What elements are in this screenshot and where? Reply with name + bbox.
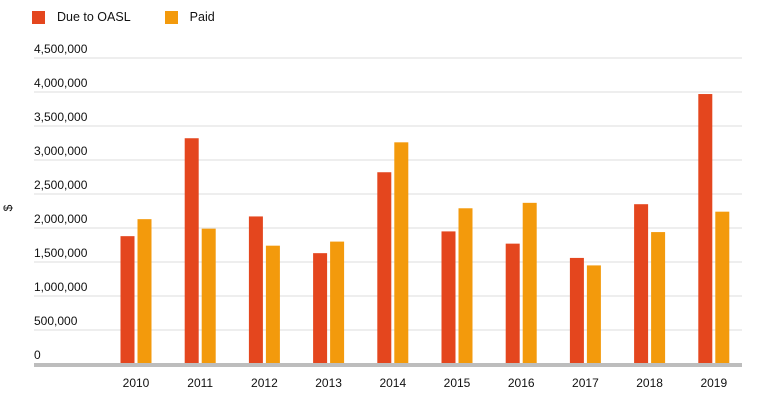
- y-tick-label: 3,500,000: [34, 110, 88, 124]
- bar-paid-2011: [201, 228, 216, 364]
- y-tick-label: 3,000,000: [34, 144, 88, 158]
- x-tick-label: 2011: [187, 376, 213, 390]
- bar-due-to-oasl-2011: [184, 138, 199, 364]
- bar-paid-2013: [330, 241, 345, 364]
- legend-label-due-to-oasl: Due to OASL: [57, 10, 131, 24]
- bar-due-to-oasl-2015: [441, 231, 456, 364]
- y-tick-label: 2,500,000: [34, 178, 88, 192]
- bar-due-to-oasl-2016: [505, 243, 520, 364]
- bar-due-to-oasl-2018: [634, 204, 649, 364]
- y-axis-title: $: [1, 204, 15, 211]
- legend-swatch-paid: [164, 10, 178, 24]
- legend-item-due-to-oasl: Due to OASL: [32, 10, 131, 24]
- x-tick-label: 2014: [379, 376, 406, 390]
- bar-due-to-oasl-2012: [248, 216, 263, 364]
- x-tick-label: 2016: [508, 376, 535, 390]
- bar-paid-2010: [137, 219, 152, 364]
- bar-due-to-oasl-2017: [569, 257, 584, 364]
- y-tick-label: 1,500,000: [34, 246, 88, 260]
- bar-paid-2019: [715, 211, 730, 364]
- x-tick-label: 2015: [444, 376, 471, 390]
- x-tick-label: 2012: [251, 376, 278, 390]
- legend-label-paid: Paid: [189, 10, 215, 24]
- x-tick-label: 2017: [572, 376, 599, 390]
- x-axis-baseline: [34, 363, 742, 367]
- bar-paid-2014: [394, 142, 409, 364]
- legend-swatch-due-to-oasl: [32, 10, 45, 24]
- legend-item-paid: Paid: [164, 10, 215, 24]
- y-tick-label: 4,000,000: [34, 76, 88, 90]
- bar-due-to-oasl-2019: [698, 94, 713, 364]
- y-tick-label: 0: [34, 348, 41, 362]
- y-tick-label: 500,000: [34, 314, 78, 328]
- x-tick-label: 2019: [700, 376, 727, 390]
- bar-paid-2016: [522, 202, 537, 364]
- bar-paid-2012: [265, 245, 280, 364]
- chart-legend: Due to OASL Paid: [32, 10, 249, 24]
- bar-paid-2018: [651, 232, 666, 364]
- y-tick-label: 2,000,000: [34, 212, 88, 226]
- bar-paid-2017: [586, 265, 601, 364]
- y-tick-label: 4,500,000: [34, 42, 88, 56]
- x-tick-label: 2010: [123, 376, 150, 390]
- bar-due-to-oasl-2010: [120, 236, 135, 364]
- x-tick-label: 2013: [315, 376, 342, 390]
- y-tick-label: 1,000,000: [34, 280, 88, 294]
- bar-paid-2015: [458, 208, 473, 364]
- bar-due-to-oasl-2014: [377, 172, 392, 364]
- x-tick-label: 2018: [636, 376, 663, 390]
- bar-due-to-oasl-2013: [313, 253, 328, 364]
